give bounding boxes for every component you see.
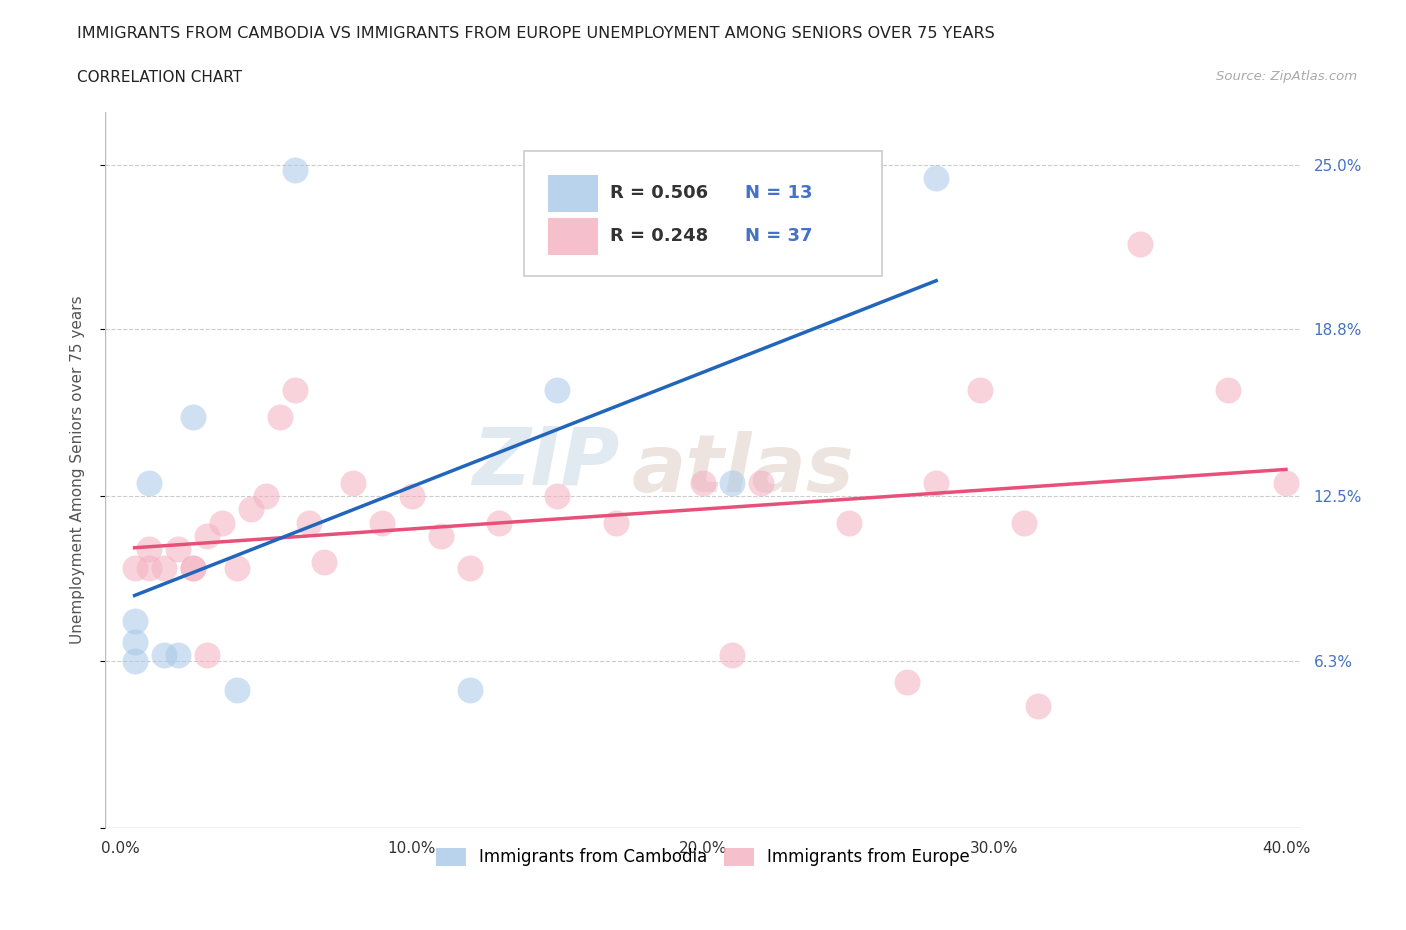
Point bbox=[458, 683, 481, 698]
Point bbox=[838, 515, 860, 530]
Point bbox=[1012, 515, 1035, 530]
Point bbox=[298, 515, 321, 530]
Point bbox=[284, 382, 307, 397]
Text: R = 0.248: R = 0.248 bbox=[610, 227, 709, 246]
Text: R = 0.506: R = 0.506 bbox=[610, 184, 707, 202]
Point bbox=[138, 542, 160, 557]
Point bbox=[211, 515, 233, 530]
Point bbox=[240, 502, 263, 517]
Point bbox=[124, 561, 146, 576]
Point bbox=[124, 653, 146, 668]
Point bbox=[181, 561, 204, 576]
Point bbox=[197, 648, 219, 663]
Point bbox=[124, 614, 146, 629]
Text: N = 37: N = 37 bbox=[745, 227, 813, 246]
Text: Source: ZipAtlas.com: Source: ZipAtlas.com bbox=[1216, 70, 1357, 83]
Point bbox=[167, 542, 190, 557]
Point bbox=[342, 475, 364, 490]
Point bbox=[925, 170, 948, 185]
Text: atlas: atlas bbox=[631, 431, 853, 509]
Point bbox=[488, 515, 510, 530]
Point bbox=[896, 674, 918, 689]
Point bbox=[124, 634, 146, 649]
Point bbox=[138, 561, 160, 576]
Text: ZIP: ZIP bbox=[472, 423, 619, 501]
Point bbox=[181, 409, 204, 424]
Text: CORRELATION CHART: CORRELATION CHART bbox=[77, 70, 242, 85]
Legend: Immigrants from Cambodia, Immigrants from Europe: Immigrants from Cambodia, Immigrants fro… bbox=[429, 841, 977, 873]
Point bbox=[152, 648, 174, 663]
Point bbox=[546, 489, 568, 504]
Point bbox=[225, 683, 247, 698]
Point bbox=[401, 489, 423, 504]
Point bbox=[925, 475, 948, 490]
Point bbox=[1216, 382, 1239, 397]
Point bbox=[181, 561, 204, 576]
Point bbox=[312, 555, 335, 570]
Text: IMMIGRANTS FROM CAMBODIA VS IMMIGRANTS FROM EUROPE UNEMPLOYMENT AMONG SENIORS OV: IMMIGRANTS FROM CAMBODIA VS IMMIGRANTS F… bbox=[77, 26, 995, 41]
FancyBboxPatch shape bbox=[547, 218, 598, 255]
Point bbox=[254, 489, 277, 504]
Point bbox=[284, 163, 307, 178]
Point bbox=[721, 475, 744, 490]
Point bbox=[269, 409, 291, 424]
Point bbox=[969, 382, 991, 397]
Point bbox=[225, 561, 247, 576]
Point bbox=[1275, 475, 1298, 490]
Point bbox=[749, 475, 772, 490]
FancyBboxPatch shape bbox=[547, 175, 598, 212]
Point bbox=[1026, 698, 1049, 713]
Point bbox=[546, 382, 568, 397]
Point bbox=[721, 648, 744, 663]
Point bbox=[692, 475, 714, 490]
Point bbox=[1129, 237, 1152, 252]
Point bbox=[458, 561, 481, 576]
FancyBboxPatch shape bbox=[524, 151, 883, 276]
Y-axis label: Unemployment Among Seniors over 75 years: Unemployment Among Seniors over 75 years bbox=[70, 296, 84, 644]
Text: N = 13: N = 13 bbox=[745, 184, 813, 202]
Point bbox=[152, 561, 174, 576]
Point bbox=[197, 528, 219, 543]
Point bbox=[167, 648, 190, 663]
Point bbox=[371, 515, 394, 530]
Point bbox=[605, 515, 627, 530]
Point bbox=[138, 475, 160, 490]
Point bbox=[429, 528, 451, 543]
